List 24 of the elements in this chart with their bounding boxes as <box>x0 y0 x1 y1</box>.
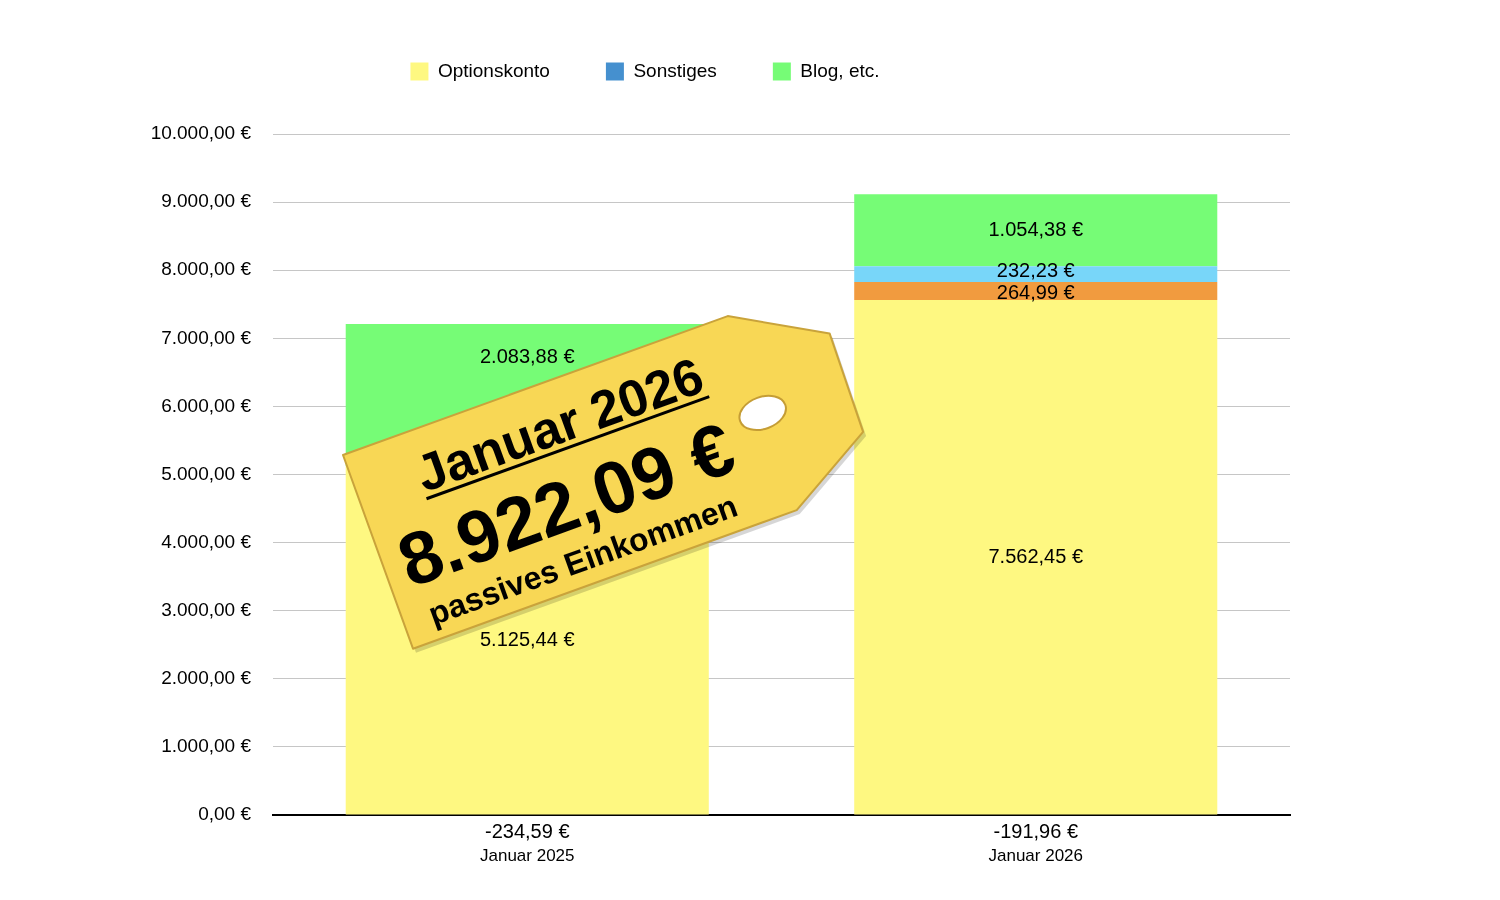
data-label: 1.054,38 € <box>988 217 1084 240</box>
data-label: 232,23 € <box>996 259 1075 282</box>
y-tick-label: 10.000,00 € <box>150 122 252 144</box>
y-tick-label: 7.000,00 € <box>161 326 252 348</box>
data-label: 5.125,44 € <box>479 627 575 650</box>
y-tick-label: 5.000,00 € <box>161 462 252 484</box>
bar <box>854 281 1218 300</box>
y-tick-label: 6.000,00 € <box>161 394 252 416</box>
text: -191,96 € <box>993 819 1079 842</box>
text: -234,59 € <box>484 819 570 842</box>
y-tick-label: 9.000,00 € <box>161 190 252 212</box>
x-tick-label: Januar 2025 <box>479 845 575 865</box>
y-tick-label: 3.000,00 € <box>161 598 252 620</box>
y-tick-label: 4.000,00 € <box>161 530 252 552</box>
data-label: 264,99 € <box>996 281 1075 304</box>
y-tick-label: 1.000,00 € <box>161 735 252 757</box>
y-tick-label: 2.000,00 € <box>161 667 252 689</box>
legend-label: Sonstiges <box>633 59 717 81</box>
y-tick-label: 8.000,00 € <box>161 258 252 280</box>
data-label: 2.083,88 € <box>479 344 575 367</box>
legend-label: Optionskonto <box>437 59 550 81</box>
data-label: 7.562,45 € <box>988 544 1084 567</box>
y-tick-label: 0,00 € <box>198 803 252 825</box>
legend-label: Blog, etc. <box>800 59 880 81</box>
